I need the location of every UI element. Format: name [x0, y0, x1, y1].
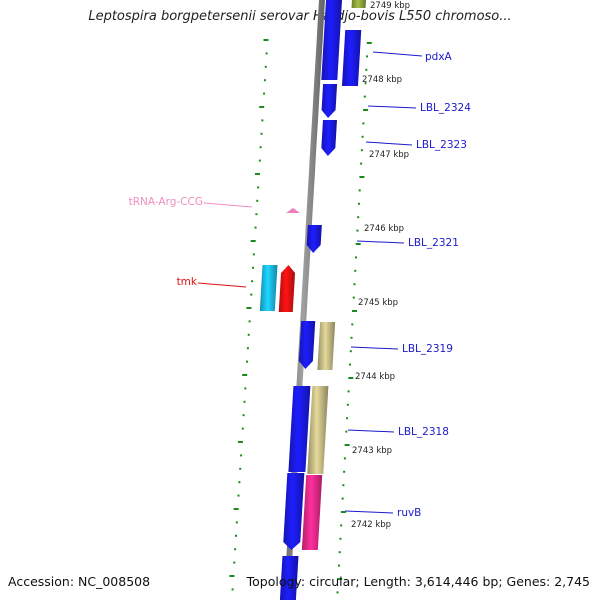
map-title: Leptospira borgpetersenii serovar Hardjo… [88, 9, 512, 24]
feature-tRNA-Arg-CCG [286, 208, 300, 213]
outer-tick-ring [336, 42, 372, 594]
gene-label-LBL_2318: LBL_2318 [398, 426, 449, 438]
leader-line [356, 240, 405, 244]
feature-LBL_2321 [306, 225, 322, 253]
feature-magenta [301, 475, 323, 550]
feature-ruvB [283, 473, 305, 550]
gene-label-LBL_2319: LBL_2319 [402, 343, 453, 355]
leader-line [372, 51, 423, 57]
kbp-label: 2744 kbp [355, 372, 395, 382]
kbp-label: 2748 kbp [362, 75, 402, 85]
accession-text: Accession: NC_008508 [8, 574, 151, 589]
leader-line [197, 282, 247, 288]
feature-cds [279, 556, 299, 600]
gene-label-tmk: tmk [177, 276, 198, 288]
leader-line [365, 141, 413, 146]
topology-text: Topology: circular; Length: 3,614,446 bp… [246, 574, 590, 589]
gene-label-tRNA-Arg-CCG: tRNA-Arg-CCG [129, 196, 203, 208]
gene-label-LBL_2321: LBL_2321 [408, 237, 459, 249]
kbp-label: 2745 kbp [358, 298, 398, 308]
gene-labels: pdxA LBL_2324 LBL_2323 tRNA-Arg-CCG LBL_2321… [129, 51, 472, 519]
kbp-label: 2747 kbp [369, 150, 409, 160]
feature-LBL_2323 [321, 120, 337, 156]
feature-khaki [317, 322, 336, 370]
feature-LBL_2319 [298, 321, 316, 369]
gene-label-LBL_2324: LBL_2324 [420, 102, 471, 114]
leader-line [367, 105, 417, 109]
feature-layer [259, 0, 366, 600]
feature-tmk [278, 265, 296, 312]
kbp-label: 2746 kbp [364, 224, 404, 234]
kbp-label: 2749 kbp [370, 1, 410, 11]
leader-line [347, 429, 395, 433]
gene-label-pdxA: pdxA [425, 51, 453, 63]
kbp-label: 2743 kbp [352, 446, 392, 456]
gene-label-LBL_2323: LBL_2323 [416, 139, 467, 151]
inner-tick-ring [229, 39, 269, 591]
leader-line [203, 202, 253, 208]
feature-cds [321, 0, 342, 80]
feature-tmk-partner [259, 265, 278, 311]
feature-pdxA [341, 30, 362, 86]
leader-line [350, 346, 399, 350]
gene-label-ruvB: ruvB [397, 507, 421, 519]
kbp-label: 2742 kbp [351, 520, 391, 530]
feature-olive [351, 0, 366, 8]
kbp-tick-labels: 2749 kbp 2748 kbp 2747 kbp 2746 kbp 2745 kbp… [351, 1, 410, 530]
feature-LBL_2324 [321, 84, 338, 118]
leader-line [344, 510, 394, 514]
feature-LBL_2318 [288, 386, 311, 472]
label-leader-lines [197, 51, 423, 514]
feature-khaki [307, 386, 329, 474]
